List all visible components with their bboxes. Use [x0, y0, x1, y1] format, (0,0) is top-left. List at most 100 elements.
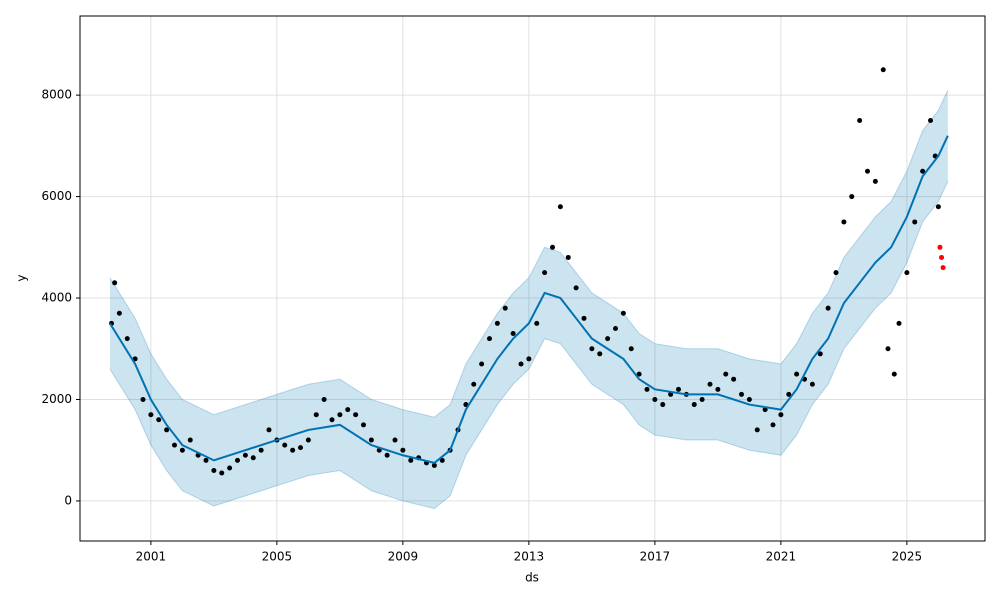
- test-point: [940, 265, 946, 271]
- observed-point: [825, 305, 831, 311]
- y-tick-label: 6000: [41, 189, 72, 203]
- observed-point: [746, 396, 752, 402]
- y-tick-label: 8000: [41, 88, 72, 102]
- observed-point: [573, 285, 579, 291]
- observed-point: [597, 351, 603, 357]
- forecast-line: [109, 135, 949, 464]
- observed-point: [762, 407, 768, 413]
- observed-point: [313, 412, 319, 418]
- test-point: [939, 254, 945, 260]
- observed-point: [227, 465, 233, 471]
- observed-point: [699, 396, 705, 402]
- observed-point: [920, 168, 926, 174]
- observed-point: [518, 361, 524, 367]
- observed-point: [739, 391, 745, 397]
- observed-point: [620, 310, 626, 316]
- observed-point: [361, 422, 367, 428]
- observed-point: [935, 204, 941, 210]
- observed-point: [885, 346, 891, 352]
- observed-point: [250, 455, 256, 461]
- observed-point: [258, 447, 264, 453]
- observed-point: [392, 437, 398, 443]
- observed-point: [116, 310, 122, 316]
- y-tick-label: 0: [64, 493, 72, 507]
- observed-point: [471, 381, 477, 387]
- observed-point: [904, 270, 910, 276]
- observed-point: [329, 417, 335, 423]
- observed-point: [660, 402, 666, 408]
- observed-point: [865, 168, 871, 174]
- observed-point: [581, 315, 587, 321]
- observed-point: [731, 376, 737, 382]
- observed-point: [510, 331, 516, 337]
- observed-point: [400, 447, 406, 453]
- observed-point: [211, 467, 217, 473]
- observed-point: [140, 396, 146, 402]
- observed-point: [589, 346, 595, 352]
- observed-point: [715, 386, 721, 392]
- observed-point: [242, 452, 248, 458]
- x-tick-label: 2013: [514, 550, 545, 564]
- observed-point: [557, 204, 563, 210]
- observed-point: [912, 219, 918, 225]
- observed-point: [345, 407, 351, 413]
- observed-point: [487, 336, 493, 342]
- observed-point: [439, 457, 445, 463]
- x-tick-label: 2009: [388, 550, 419, 564]
- observed-point: [794, 371, 800, 377]
- observed-point: [479, 361, 485, 367]
- observed-point: [676, 386, 682, 392]
- observed-point: [494, 320, 500, 326]
- observed-point: [613, 325, 619, 331]
- observed-point: [172, 442, 178, 448]
- observed-point: [534, 320, 540, 326]
- observed-point: [235, 457, 241, 463]
- observed-point: [880, 67, 886, 73]
- observed-point: [841, 219, 847, 225]
- observed-point: [550, 244, 556, 250]
- observed-point: [833, 270, 839, 276]
- observed-point: [353, 412, 359, 418]
- observed-point: [928, 117, 934, 123]
- x-tick-label: 2005: [262, 550, 293, 564]
- observed-point: [691, 402, 697, 408]
- plot-frame: [79, 15, 986, 542]
- x-tick-label: 2021: [766, 550, 797, 564]
- observed-point: [203, 457, 209, 463]
- observed-point: [384, 452, 390, 458]
- observed-point: [817, 351, 823, 357]
- x-axis-label: ds: [525, 571, 539, 585]
- band-edge: [109, 181, 949, 510]
- test-point: [937, 244, 943, 250]
- observed-point: [282, 442, 288, 448]
- y-tick-label: 2000: [41, 392, 72, 406]
- observed-point: [408, 457, 414, 463]
- observed-point: [809, 381, 815, 387]
- observed-point: [652, 396, 658, 402]
- observed-point: [298, 445, 304, 451]
- observed-point: [644, 386, 650, 392]
- observed-point: [668, 391, 674, 397]
- observed-point: [786, 391, 792, 397]
- observed-point: [290, 447, 296, 453]
- observed-point: [219, 470, 225, 476]
- observed-point: [431, 462, 437, 468]
- observed-point: [872, 178, 878, 184]
- observed-point: [112, 280, 118, 286]
- observed-point: [565, 254, 571, 260]
- observed-point: [849, 194, 855, 200]
- x-tick-label: 2025: [892, 550, 923, 564]
- observed-point: [896, 320, 902, 326]
- observed-point: [148, 412, 154, 418]
- observed-point: [502, 305, 508, 311]
- observed-point: [337, 412, 343, 418]
- observed-point: [542, 270, 548, 276]
- observed-point: [636, 371, 642, 377]
- observed-point: [179, 447, 185, 453]
- x-tick-label: 2017: [640, 550, 671, 564]
- observed-point: [164, 427, 170, 433]
- observed-point: [368, 437, 374, 443]
- x-tick-label: 2001: [136, 550, 167, 564]
